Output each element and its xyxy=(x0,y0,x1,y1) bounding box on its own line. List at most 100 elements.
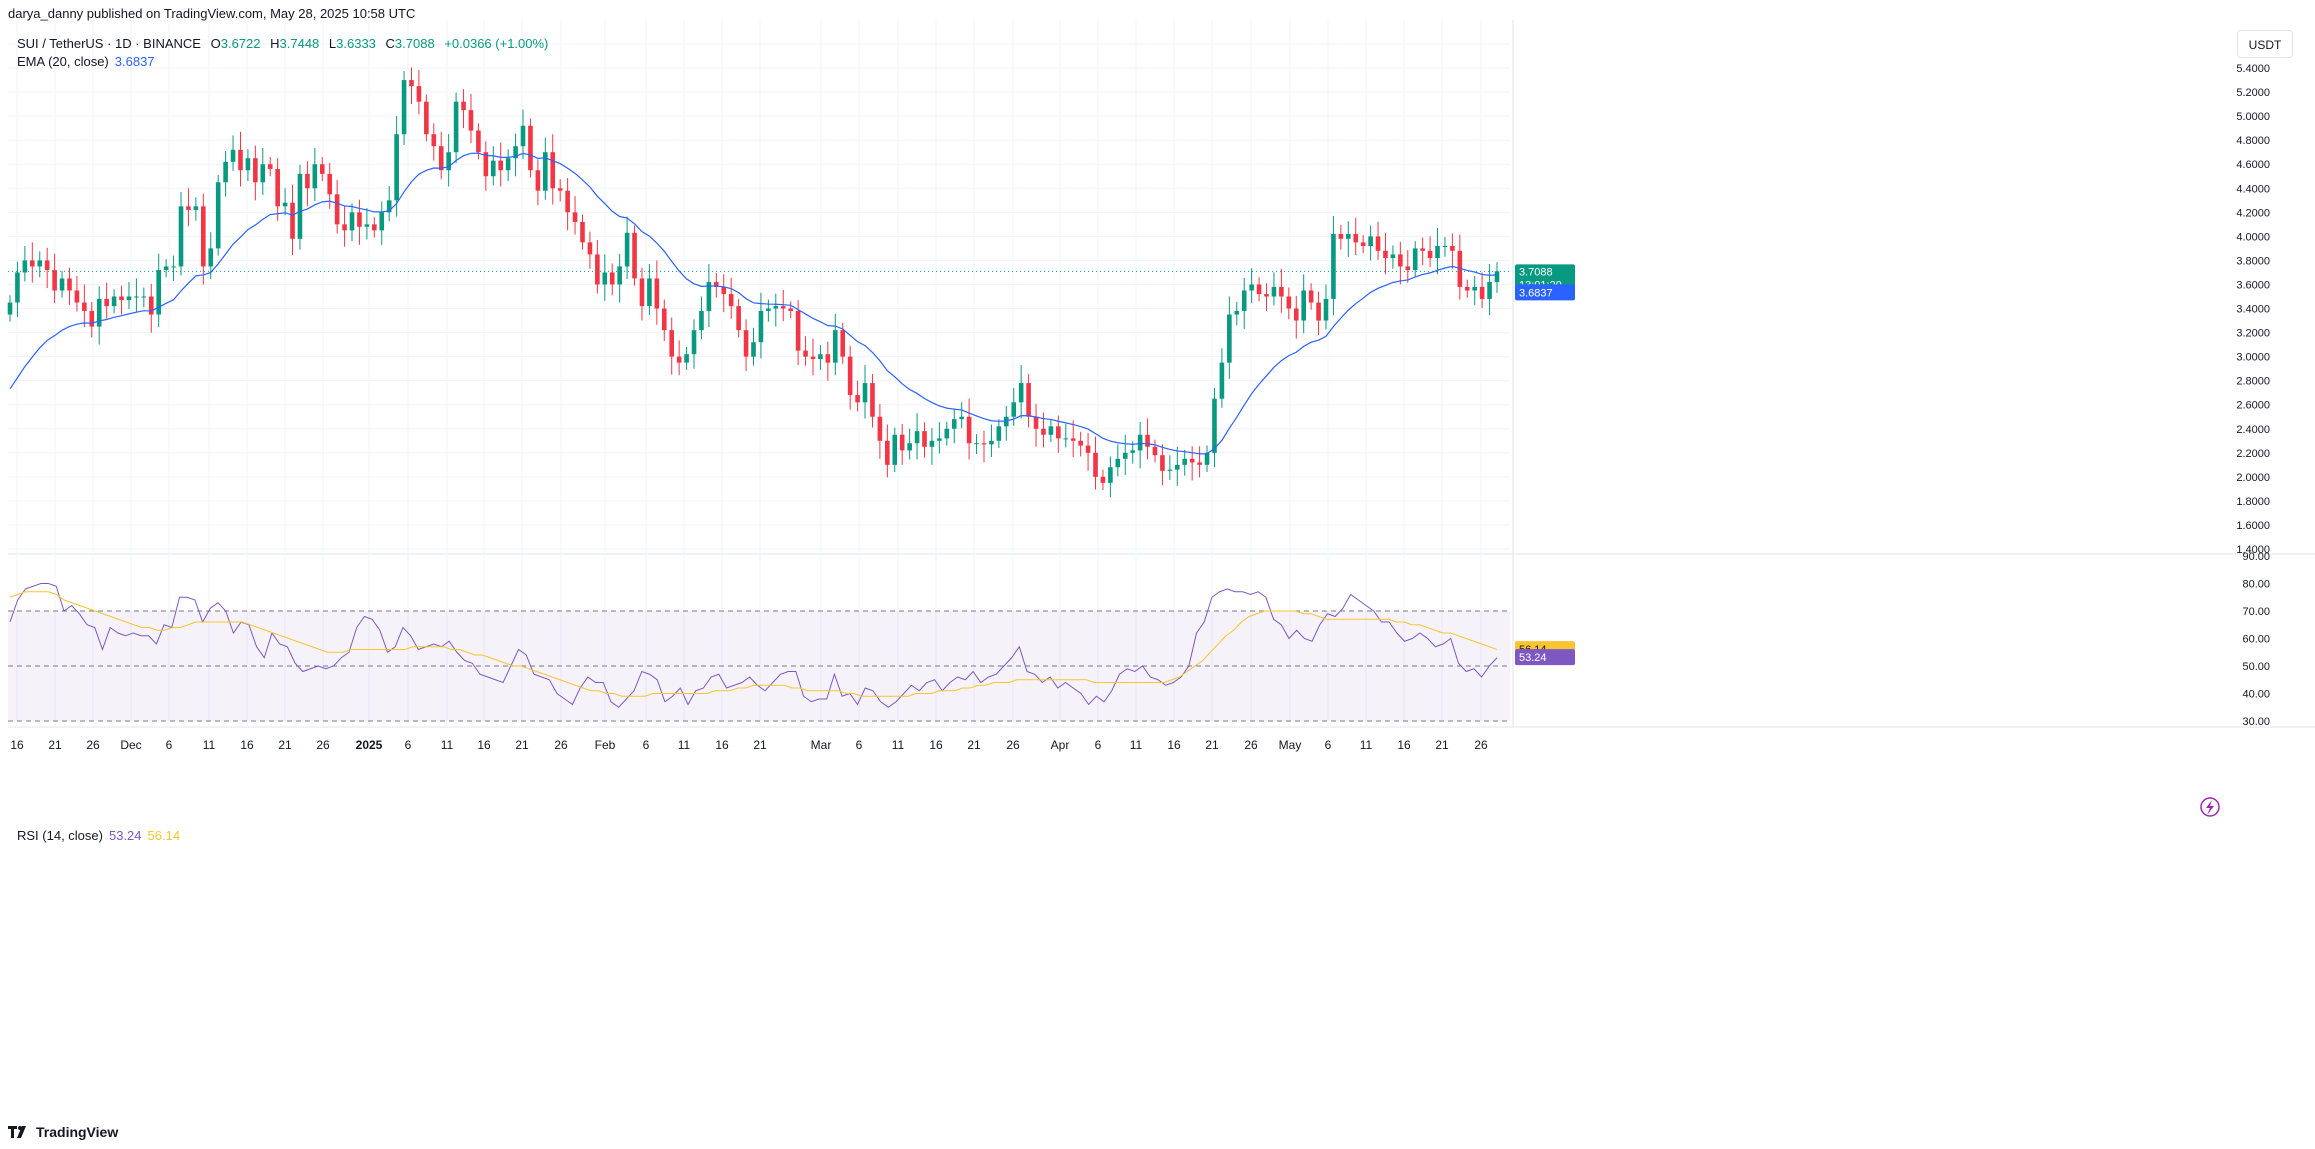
time-tick-label: 16 xyxy=(1167,738,1181,752)
time-tick-label: 16 xyxy=(929,738,943,752)
candle-body xyxy=(885,440,890,465)
candle-body xyxy=(996,426,1002,441)
time-tick-label: Apr xyxy=(1051,738,1070,752)
tradingview-logo[interactable]: TradingView xyxy=(8,1124,118,1140)
candle-body xyxy=(862,383,868,403)
candle-body xyxy=(1041,428,1046,435)
ema-legend: EMA (20, close) 3.6837 xyxy=(17,53,155,71)
candle-body xyxy=(595,254,600,285)
candle-body xyxy=(171,266,176,268)
candle-body xyxy=(1026,383,1031,417)
candle-body xyxy=(201,206,206,267)
candle-body xyxy=(134,296,139,298)
candle-body xyxy=(1152,446,1158,456)
candle-body xyxy=(699,310,704,331)
time-tick-label: 6 xyxy=(166,738,173,752)
candle-body xyxy=(215,182,221,249)
candle-body xyxy=(1212,398,1217,453)
candle-body xyxy=(327,173,333,195)
rsi-ma-line xyxy=(9,591,1498,697)
candle-body xyxy=(22,260,28,273)
time-tick-label: Mar xyxy=(811,738,832,752)
candle-body xyxy=(1227,314,1232,363)
candle-body xyxy=(1115,458,1121,468)
candle-body xyxy=(126,296,132,301)
price-tick-label: 1.8000 xyxy=(2236,496,2270,508)
price-tick-label: 1.6000 xyxy=(2236,520,2270,532)
candle-body xyxy=(111,296,117,307)
currency-selector[interactable]: USDT xyxy=(2237,30,2293,58)
price-tick-label: 2.8000 xyxy=(2236,376,2270,388)
candle-body xyxy=(453,101,459,153)
time-tick-label: 21 xyxy=(753,738,767,752)
candle-body xyxy=(52,270,57,291)
high-value: 3.7448 xyxy=(279,36,320,51)
rsi-tick-label: 70.00 xyxy=(2242,606,2270,618)
candle-body xyxy=(609,272,615,285)
candle-body xyxy=(1219,362,1225,399)
candle-body xyxy=(1182,458,1188,465)
candle-body xyxy=(1375,236,1381,251)
rsi-tick-label: 50.00 xyxy=(2242,661,2270,673)
candle-body xyxy=(74,290,80,303)
candle-body xyxy=(1078,440,1083,446)
candle-body xyxy=(476,130,481,153)
change-value: +0.0366 (+1.00%) xyxy=(444,36,549,51)
candle-body xyxy=(431,134,437,147)
ema-value: 3.6837 xyxy=(114,54,155,69)
candle-body xyxy=(1368,236,1373,246)
time-tick-label: 11 xyxy=(892,738,905,752)
candle-body xyxy=(1494,271,1500,283)
price-tick-label: 4.8000 xyxy=(2236,135,2270,147)
candle-body xyxy=(587,242,593,255)
price-tick-label: 3.4000 xyxy=(2236,304,2270,316)
candle-body xyxy=(1427,250,1433,259)
candle-body xyxy=(1353,233,1359,243)
candle-body xyxy=(602,272,608,285)
time-tick-label: 6 xyxy=(856,738,863,752)
candle-body xyxy=(1338,233,1344,239)
candle-body xyxy=(490,160,496,177)
candle-body xyxy=(364,224,370,227)
time-tick-label: 2025 xyxy=(356,738,383,752)
candle-body xyxy=(1390,254,1396,259)
candle-body xyxy=(832,330,838,363)
candle-body xyxy=(1108,467,1113,483)
candle-body xyxy=(1450,246,1455,251)
candle-body xyxy=(855,395,860,403)
time-tick-label: 26 xyxy=(1244,738,1258,752)
price-tick-label: 5.0000 xyxy=(2236,111,2270,123)
candle-body xyxy=(386,200,392,213)
time-tick-label: 11 xyxy=(1130,738,1143,752)
rsi-tick-label: 30.00 xyxy=(2242,716,2270,728)
candle-body xyxy=(550,152,556,189)
close-value: 3.7088 xyxy=(394,36,435,51)
time-tick-label: 21 xyxy=(515,738,529,752)
candle-body xyxy=(1293,308,1299,321)
time-tick-label: Dec xyxy=(120,738,141,752)
time-tick-label: 16 xyxy=(10,738,24,752)
time-tick-label: 16 xyxy=(477,738,491,752)
symbol-title: SUI / TetherUS · 1D · BINANCE xyxy=(17,36,201,51)
candle-body xyxy=(825,354,831,363)
time-tick-label: 21 xyxy=(1435,738,1449,752)
candle-body xyxy=(766,308,771,311)
candle-body xyxy=(840,330,846,357)
time-tick-label: 11 xyxy=(1360,738,1373,752)
open-value: 3.6722 xyxy=(220,36,261,51)
rsi-badge-bg xyxy=(1515,649,1575,666)
time-tick-label: 11 xyxy=(678,738,691,752)
candle-body xyxy=(810,356,816,360)
candle-body xyxy=(1435,246,1440,259)
candle-body xyxy=(676,356,682,363)
candle-body xyxy=(438,146,444,171)
candle-body xyxy=(1174,464,1180,470)
candle-body xyxy=(334,194,340,225)
candle-body xyxy=(669,330,675,357)
candle-body xyxy=(914,431,920,444)
candle-body xyxy=(647,278,652,307)
candle-body xyxy=(513,146,518,159)
candle-body xyxy=(59,278,65,291)
ema-badge: 3.6837 xyxy=(1519,287,1553,299)
